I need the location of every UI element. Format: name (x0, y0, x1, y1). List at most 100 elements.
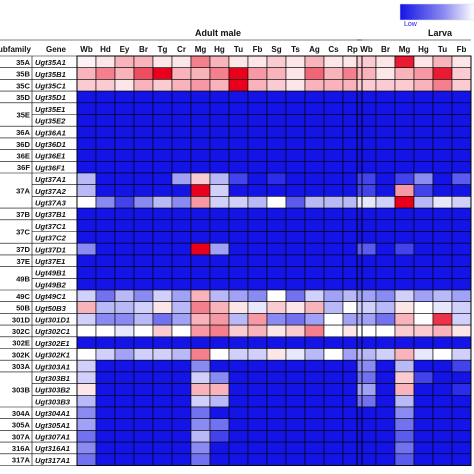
gene-header: Gene (46, 45, 67, 54)
heatmap-cell (247, 231, 268, 244)
subfamily-header: ubfamily (0, 45, 31, 54)
heatmap-cell (266, 406, 287, 419)
heatmap-cell (76, 313, 97, 326)
heatmap-cell (394, 383, 415, 396)
heatmap-cell (323, 184, 344, 197)
heatmap-cell (451, 125, 472, 139)
heatmap-cell (323, 418, 344, 431)
row-labels: Ugt35A1 Ugt35B1 Ugt35C1 Ugt35D1 Ugt35E1 Ugt35… (12, 58, 71, 465)
heatmap-cell (304, 207, 325, 221)
heatmap-cell (95, 55, 116, 68)
subfamily-label: 302C (12, 327, 31, 336)
heatmap-cell (152, 301, 173, 314)
heatmap-cell (114, 266, 135, 279)
heatmap-cell (285, 231, 306, 244)
heatmap-cell (228, 359, 249, 373)
column-header-larva-tu: Tu (438, 45, 447, 54)
heatmap-cell (285, 406, 306, 419)
heatmap-cell (451, 79, 472, 92)
heatmap-cell (304, 383, 325, 396)
heatmap-cell (95, 406, 116, 419)
heatmap-cell (285, 55, 306, 68)
heatmap-cell (114, 149, 135, 162)
heatmap-cell (114, 79, 135, 92)
heatmap-cell (266, 161, 287, 174)
heatmap-cell (95, 359, 116, 373)
heatmap-cell (375, 102, 396, 115)
heatmap-cell (209, 383, 230, 396)
heatmap-cell (114, 277, 135, 291)
heatmap-cell (413, 441, 434, 455)
heatmap-cell (228, 137, 249, 150)
heatmap-cell (451, 441, 472, 455)
heatmap-cell (247, 277, 268, 291)
heatmap-cell (76, 348, 97, 361)
heatmap-cell (133, 313, 154, 326)
heatmap-cell (304, 149, 325, 162)
heatmap-cell (247, 453, 268, 466)
heatmap-cell (76, 406, 97, 419)
heatmap-cell (209, 406, 230, 419)
heatmap-cell (304, 90, 325, 104)
heatmap-cell (394, 441, 415, 455)
heatmap-cell (394, 406, 415, 419)
column-header-adult-mg: Mg (195, 45, 207, 54)
heatmap-cell (95, 137, 116, 150)
heatmap-cell (209, 79, 230, 92)
heatmap-cell (209, 102, 230, 115)
heatmap-cell (323, 254, 344, 267)
heatmap-cell (133, 67, 154, 80)
heatmap-cell (375, 313, 396, 326)
heatmap-cell (432, 359, 453, 373)
heatmap-cell (323, 90, 344, 104)
gene-label: Ugt35E2 (35, 117, 66, 126)
heatmap-cell (356, 172, 377, 185)
heatmap-cell (247, 55, 268, 68)
heatmap-cell (356, 242, 377, 256)
column-headers: Wb Hd Ey Br Tg Cr Mg Hg Tu Fb Sg Ts Ag Cs Rp Wb Br Mg Hg Tu… (80, 45, 466, 54)
heatmap-cell (356, 266, 377, 279)
heatmap-cell (171, 172, 192, 185)
heatmap-cell (451, 394, 472, 408)
heatmap-cell (247, 418, 268, 431)
heatmap-cell (432, 125, 453, 139)
heatmap-cell (304, 254, 325, 267)
heatmap-cell (356, 114, 377, 127)
heatmap-cell (451, 114, 472, 127)
heatmap-cell (190, 231, 211, 244)
heatmap-cell (266, 137, 287, 150)
heatmap-cell (76, 184, 97, 197)
heatmap-cell (375, 394, 396, 408)
heatmap-cell (190, 102, 211, 115)
heatmap-cell (133, 161, 154, 174)
heatmap-cell (451, 55, 472, 68)
heatmap-cell (304, 430, 325, 443)
heatmap-cell (394, 324, 415, 338)
heatmap-cell (152, 406, 173, 419)
heatmap-cell (375, 114, 396, 127)
heatmap-cell (394, 102, 415, 115)
heatmap-cell (247, 289, 268, 302)
heatmap-cell (209, 453, 230, 466)
panel-title-adult-male: Adult male (195, 28, 241, 38)
heatmap-cell (209, 336, 230, 349)
heatmap-cell (228, 406, 249, 419)
heatmap-cell (323, 394, 344, 408)
heatmap-cell (451, 254, 472, 267)
heatmap-cell (356, 371, 377, 384)
heatmap-cell (209, 348, 230, 361)
heatmap-cell (285, 79, 306, 92)
subfamily-label: 50B (16, 304, 30, 313)
heatmap-cell (323, 219, 344, 232)
heatmap-cell (152, 430, 173, 443)
heatmap-cell (285, 196, 306, 209)
heatmap-cell (413, 67, 434, 80)
heatmap-cell (171, 219, 192, 232)
heatmap-cell (228, 184, 249, 197)
heatmap-cell (152, 102, 173, 115)
heatmap-cell (323, 289, 344, 302)
heatmap-cell (171, 418, 192, 431)
heatmap-cell (451, 137, 472, 150)
heatmap-cell (323, 67, 344, 80)
heatmap-cell (209, 359, 230, 373)
